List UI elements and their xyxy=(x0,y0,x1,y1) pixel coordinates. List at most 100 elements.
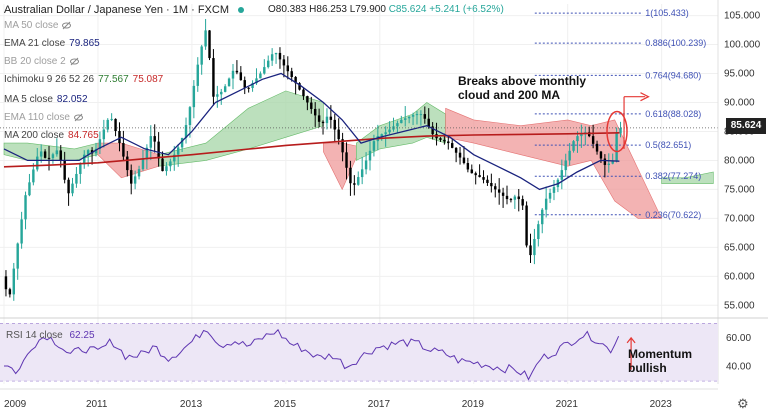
candle-body xyxy=(83,154,86,165)
ichimoku-cloud-green xyxy=(661,171,714,184)
candle-body xyxy=(286,65,290,72)
candle-body xyxy=(607,163,610,165)
candle-body xyxy=(67,179,70,194)
candle-body xyxy=(114,118,117,131)
legend-value: 82.052 xyxy=(56,94,88,105)
candle-body xyxy=(165,166,168,172)
candle-body xyxy=(243,80,246,88)
low-value: L79.900 xyxy=(349,4,386,15)
candle-body xyxy=(235,70,239,73)
candle-body xyxy=(36,156,39,170)
legend-item-1[interactable]: MA 50 close xyxy=(4,20,72,32)
fib-label: 0.618(88.028) xyxy=(645,109,701,119)
candle-body xyxy=(423,114,427,119)
candle-body xyxy=(118,130,121,144)
candle-body xyxy=(282,59,286,66)
candle-body xyxy=(560,170,564,180)
candle-body xyxy=(184,125,188,138)
candle-body xyxy=(145,147,149,160)
price-tick-label: 70.000 xyxy=(724,213,755,224)
candle-body xyxy=(47,157,51,159)
eye-hidden-icon[interactable] xyxy=(73,113,83,122)
candle-body xyxy=(450,143,454,148)
fib-label: 0.236(70.622) xyxy=(645,210,701,220)
legend-name: Ichimoku 9 26 52 26 xyxy=(4,74,95,85)
candle-body xyxy=(122,143,125,157)
candle-body xyxy=(486,179,489,183)
legend-item-5[interactable]: MA 5 close 82.052 xyxy=(4,94,88,106)
candle-body xyxy=(431,126,434,135)
candle-body xyxy=(474,173,477,176)
fib-label: 0.382(77.274) xyxy=(645,171,701,181)
breakout-annotation: Breaks above monthly cloud and 200 MA xyxy=(458,74,587,102)
market-status-dot xyxy=(238,7,245,14)
open-value: O80.383 xyxy=(268,4,307,15)
candle-body xyxy=(345,152,348,168)
price-tick-label: 75.000 xyxy=(724,184,755,195)
legend-name: BB 20 close 2 xyxy=(4,56,66,67)
price-tick-label: 105.000 xyxy=(724,11,761,22)
time-tick-label: 2009 xyxy=(4,399,27,410)
candle-body xyxy=(270,54,274,61)
candle-body xyxy=(153,136,156,142)
time-tick-label: 2013 xyxy=(180,399,203,410)
rsi-legend: RSI 14 close 62.25 xyxy=(6,330,95,341)
rsi-line xyxy=(4,328,620,381)
legend-name: MA 50 close xyxy=(4,20,59,31)
legend-name: MA 200 close xyxy=(4,130,65,141)
candle-body xyxy=(360,169,364,178)
legend-name: MA 5 close xyxy=(4,94,53,105)
candle-body xyxy=(8,289,12,295)
legend-item-6[interactable]: EMA 110 close xyxy=(4,112,83,124)
rsi-tick-label: 60.00 xyxy=(726,333,751,344)
candle-body xyxy=(39,151,43,157)
candle-body xyxy=(110,118,113,120)
candle-body xyxy=(180,137,184,148)
candle-body xyxy=(321,121,325,124)
fib-label: 0.764(94.680) xyxy=(645,70,701,80)
candle-body xyxy=(20,219,23,244)
fib-label: 0.5(82.651) xyxy=(645,140,691,150)
legend-item-3[interactable]: BB 20 close 2 xyxy=(4,56,79,68)
candle-body xyxy=(32,169,35,183)
legend-item-7[interactable]: MA 200 close 84.765 xyxy=(4,130,99,142)
candle-body xyxy=(313,108,317,116)
candle-body xyxy=(75,173,78,184)
close-value: C85.624 xyxy=(388,4,427,15)
legend-item-4[interactable]: Ichimoku 9 26 52 26 77.567 75.087 xyxy=(4,74,163,86)
candle-body xyxy=(231,70,235,79)
change-value: +5.241 (+6.52%) xyxy=(429,4,504,15)
candle-body xyxy=(24,195,27,220)
candle-body xyxy=(79,164,82,174)
legend-item-2[interactable]: EMA 21 close 79.865 xyxy=(4,38,100,50)
settings-gear-icon[interactable]: ⚙ xyxy=(737,396,749,411)
candle-body xyxy=(227,78,231,87)
candle-body xyxy=(349,167,352,184)
candle-body xyxy=(411,115,415,117)
candle-body xyxy=(494,186,497,190)
candle-body xyxy=(192,85,196,108)
eye-hidden-icon[interactable] xyxy=(69,57,79,66)
candle-body xyxy=(310,102,313,109)
candle-body xyxy=(576,136,579,142)
candle-body xyxy=(599,151,603,159)
candle-body xyxy=(357,177,360,185)
eye-hidden-icon[interactable] xyxy=(62,21,72,30)
candle-body xyxy=(564,160,567,171)
rsi-tick-label: 40.00 xyxy=(726,362,751,373)
candle-body xyxy=(478,175,481,178)
candle-body xyxy=(126,156,129,171)
candle-body xyxy=(529,245,532,256)
candle-body xyxy=(28,182,31,196)
candle-body xyxy=(55,150,59,155)
candle-body xyxy=(176,147,180,155)
candle-body xyxy=(458,152,462,158)
candle-body xyxy=(619,128,622,134)
candle-body xyxy=(462,157,466,164)
momentum-arrow-head xyxy=(626,336,636,344)
candle-body xyxy=(59,150,62,161)
candle-body xyxy=(333,119,336,130)
price-tick-label: 65.000 xyxy=(724,242,755,253)
candle-body xyxy=(603,158,607,165)
